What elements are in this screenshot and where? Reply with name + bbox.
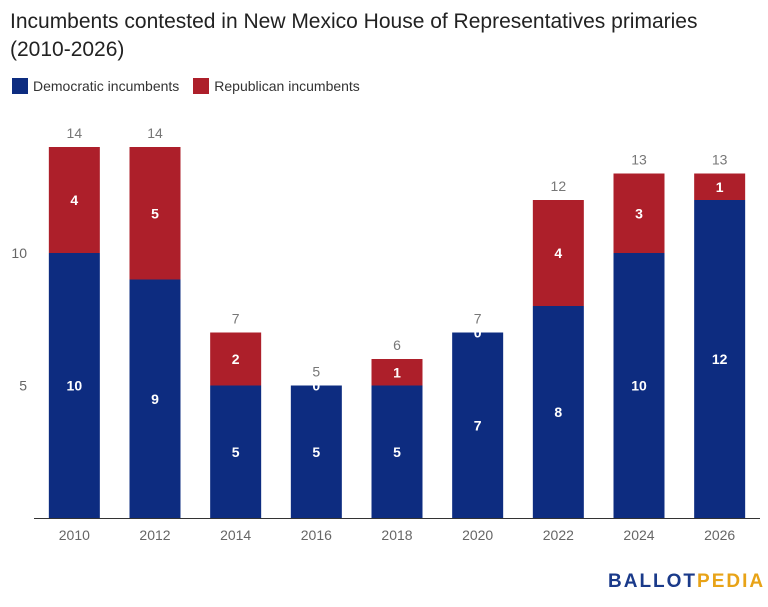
x-tick-label-2014: 2014 xyxy=(220,527,251,543)
data-label-democratic-2026: 12 xyxy=(712,351,728,367)
bar-democratic-2014 xyxy=(210,385,262,518)
total-label-2022: 12 xyxy=(551,178,567,194)
x-tick-label-2026: 2026 xyxy=(704,527,735,543)
data-label-democratic-2024: 10 xyxy=(631,378,647,394)
logo-part1: BALLOT xyxy=(608,571,698,592)
data-label-democratic-2016: 5 xyxy=(312,444,320,460)
legend-label-democratic: Democratic incumbents xyxy=(33,78,180,94)
data-label-republican-2024: 3 xyxy=(635,205,643,221)
total-label-2026: 13 xyxy=(712,152,728,168)
bar-republican-2014 xyxy=(210,332,262,386)
data-label-republican-2018: 1 xyxy=(393,364,401,380)
total-label-2014: 7 xyxy=(232,311,240,327)
logo-part2: PEDIA xyxy=(697,571,766,592)
x-tick-label-2012: 2012 xyxy=(139,527,170,543)
total-label-2010: 14 xyxy=(67,125,83,141)
data-label-democratic-2022: 8 xyxy=(554,404,562,420)
legend-swatch-democratic xyxy=(12,78,28,94)
bar-republican-2012 xyxy=(129,147,181,280)
bar-republican-2022 xyxy=(532,200,584,306)
y-tick-label: 10 xyxy=(11,245,27,261)
x-tick-label-2024: 2024 xyxy=(623,527,654,543)
legend-item-democratic: Democratic incumbents xyxy=(12,78,179,94)
bar-democratic-2018 xyxy=(371,385,423,518)
bar-democratic-2024 xyxy=(613,253,665,518)
x-tick-label-2022: 2022 xyxy=(543,527,574,543)
total-label-2020: 7 xyxy=(474,311,482,327)
bar-democratic-2016 xyxy=(290,385,342,518)
data-label-republican-2016: 0 xyxy=(312,378,320,394)
bar-republican-2010 xyxy=(48,147,100,253)
data-label-republican-2020: 0 xyxy=(474,325,482,341)
legend-swatch-republican xyxy=(193,78,210,94)
bar-republican-2018 xyxy=(371,359,423,386)
y-tick-label: 5 xyxy=(19,378,27,394)
bar-democratic-2022 xyxy=(532,306,584,518)
data-label-democratic-2014: 5 xyxy=(232,444,240,460)
chart-title: Incumbents contested in New Mexico House… xyxy=(10,10,698,61)
bar-democratic-2010 xyxy=(48,253,100,518)
legend: Democratic incumbents Republican incumbe… xyxy=(12,78,374,94)
data-label-republican-2010: 4 xyxy=(70,192,78,208)
x-tick-label-2016: 2016 xyxy=(301,527,332,543)
x-tick-label-2010: 2010 xyxy=(59,527,90,543)
total-label-2012: 14 xyxy=(147,125,163,141)
bar-democratic-2020 xyxy=(452,332,504,518)
total-label-2018: 6 xyxy=(393,337,401,353)
data-label-republican-2014: 2 xyxy=(232,351,240,367)
total-label-2016: 5 xyxy=(312,364,320,380)
data-label-democratic-2020: 7 xyxy=(474,417,482,433)
bar-republican-2026 xyxy=(694,173,746,200)
data-label-republican-2026: 1 xyxy=(716,179,724,195)
data-label-republican-2012: 5 xyxy=(151,205,159,221)
ballotpedia-logo: BALLOTPEDIA xyxy=(608,571,765,593)
bar-republican-2024 xyxy=(613,173,665,253)
data-label-democratic-2010: 10 xyxy=(67,378,83,394)
data-label-republican-2022: 4 xyxy=(554,245,562,261)
bars xyxy=(48,147,746,518)
bar-democratic-2012 xyxy=(129,279,181,518)
x-tick-label-2020: 2020 xyxy=(462,527,493,543)
legend-label-republican: Republican incumbents xyxy=(214,78,360,94)
bar-democratic-2026 xyxy=(694,200,746,518)
total-label-2024: 13 xyxy=(631,152,647,168)
data-label-democratic-2012: 9 xyxy=(151,391,159,407)
data-label-democratic-2018: 5 xyxy=(393,444,401,460)
x-tick-label-2018: 2018 xyxy=(381,527,412,543)
x-axis: 2010 2012 2014 2016 2018 2020 2022 2024 2026 xyxy=(34,518,760,543)
legend-item-republican: Republican incumbents xyxy=(193,78,360,94)
y-axis: 5 10 xyxy=(11,245,27,394)
